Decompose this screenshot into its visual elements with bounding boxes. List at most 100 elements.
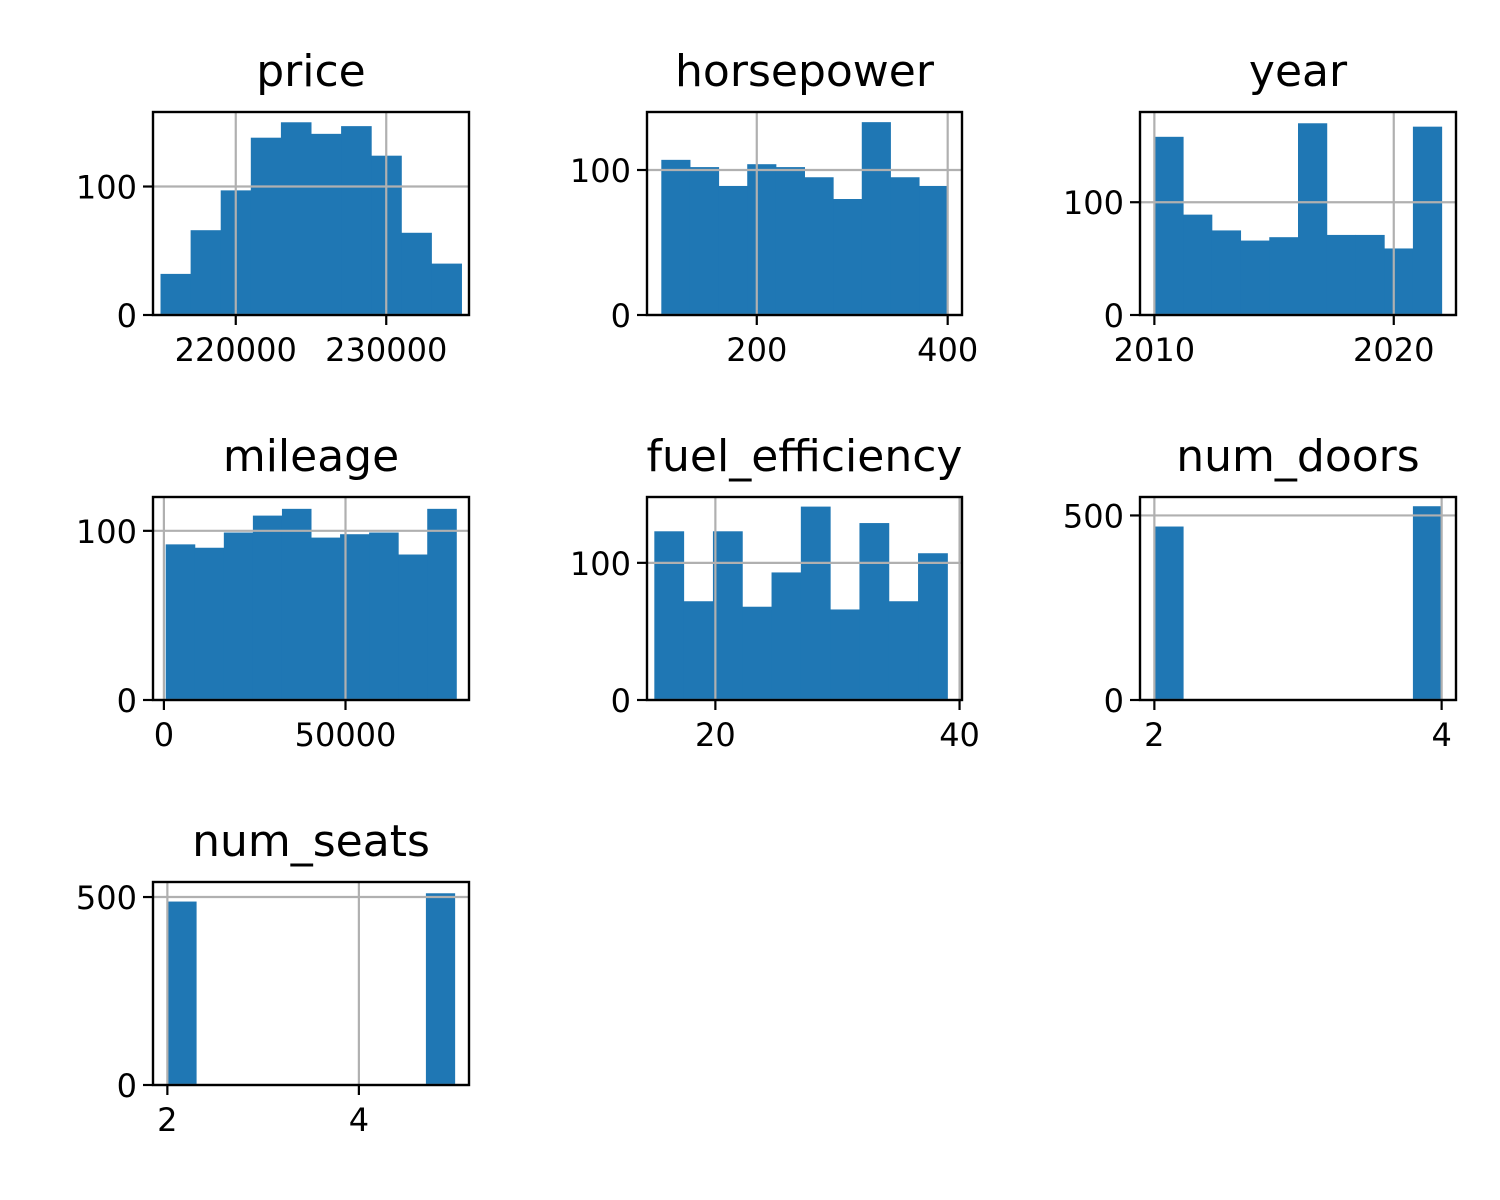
x-tick-label: 200 (726, 331, 787, 369)
y-tick-label: 100 (76, 513, 137, 551)
panel-title: year (1249, 46, 1348, 97)
histogram-bar (718, 185, 748, 315)
histogram-bar (1298, 123, 1328, 316)
histogram-bar (833, 199, 863, 315)
panel-title: mileage (223, 431, 399, 482)
histogram-bar (398, 554, 428, 700)
panel-title: num_seats (192, 816, 430, 867)
histogram-bar (747, 164, 777, 315)
y-tick-label: 100 (570, 152, 631, 190)
x-tick-label: 2 (1144, 716, 1164, 754)
histogram-bar (160, 273, 192, 315)
y-tick-label: 0 (1104, 682, 1124, 720)
axes-frame (645, 495, 964, 702)
x-tick-label: 2 (157, 1101, 177, 1139)
histogram-bar (830, 609, 860, 700)
histogram-panel-mileage: 0 50000 0 100 mileage (76, 431, 471, 754)
histogram-bar (1412, 506, 1443, 700)
y-tick-label: 500 (1063, 497, 1124, 535)
y-tick-label: 0 (611, 682, 631, 720)
histogram-bar (888, 601, 919, 700)
y-tick-label: 500 (76, 879, 137, 917)
x-tick-label: 400 (917, 331, 978, 369)
histogram-bar (890, 177, 920, 315)
panel-title: num_doors (1176, 431, 1419, 482)
x-tick-label: 220000 (175, 331, 297, 369)
x-tick-label: 40 (939, 716, 980, 754)
histogram-bar (252, 515, 283, 700)
y-tick-label: 0 (1104, 297, 1124, 335)
histogram-panel-num-seats: 2 4 0 500 num_seats (76, 816, 471, 1139)
y-tick-label: 0 (117, 1067, 137, 1105)
histogram-panel-year: 2010 2020 0 100 year (1063, 46, 1458, 369)
histogram-bar (804, 177, 834, 315)
histogram-bar (311, 133, 342, 315)
histogram-bar (712, 531, 743, 700)
histogram-bar (771, 572, 802, 700)
histogram-bar (742, 606, 773, 700)
histogram-bar (190, 230, 222, 315)
histogram-bar (250, 137, 282, 315)
histogram-bar (1154, 136, 1184, 315)
histogram-panel-horsepower: 200 400 0 100 horsepower (570, 46, 978, 369)
histogram-bar (1240, 240, 1270, 315)
panel-title: fuel_efficiency (647, 431, 963, 482)
x-tick-label: 0 (154, 716, 174, 754)
axes-frame (1138, 110, 1458, 317)
histogram-panel-price: 220000 230000 0 100 price (76, 46, 471, 369)
histogram-bar (431, 263, 462, 315)
histogram-bar (401, 232, 432, 315)
panel-title: price (256, 46, 366, 97)
histogram-bar (1412, 126, 1443, 316)
y-tick-label: 100 (76, 169, 137, 207)
histogram-bar (167, 901, 197, 1085)
histogram-bar (427, 508, 457, 700)
histogram-bar (425, 893, 456, 1085)
histogram-bar (369, 532, 399, 700)
x-tick-label: 2010 (1114, 331, 1195, 369)
axes-frame (1138, 495, 1458, 702)
x-tick-label: 2020 (1353, 331, 1434, 369)
histogram-bar (341, 126, 372, 316)
histogram-bar (1211, 230, 1242, 315)
histogram-bar (689, 167, 720, 315)
x-tick-label: 50000 (295, 716, 397, 754)
histogram-bar (859, 523, 890, 700)
y-tick-label: 0 (611, 297, 631, 335)
histogram-bar (223, 532, 254, 700)
y-tick-label: 100 (1063, 184, 1124, 222)
y-tick-label: 100 (570, 545, 631, 583)
histogram-bar (918, 553, 948, 700)
histogram-bar (1384, 248, 1414, 315)
histogram-bar (1269, 237, 1299, 315)
axes-frame (645, 110, 964, 317)
histogram-bar (165, 544, 196, 700)
histogram-bar (281, 508, 312, 700)
histogram-bar (683, 601, 714, 700)
y-tick-label: 0 (117, 297, 137, 335)
y-tick-label: 0 (117, 682, 137, 720)
histogram-bar (1355, 234, 1385, 315)
histogram-bar (861, 122, 891, 316)
histogram-panel-fuel-efficiency: 20 40 0 100 fuel_efficiency (570, 431, 980, 754)
histogram-bar (654, 531, 685, 700)
x-tick-label: 20 (695, 716, 736, 754)
histogram-bar (775, 167, 805, 315)
axes-frame (151, 495, 471, 702)
axes-frame (151, 880, 471, 1087)
x-tick-label: 4 (1431, 716, 1451, 754)
histogram-bar (919, 185, 949, 315)
histogram-bar (280, 122, 312, 316)
axes-frame (151, 110, 471, 317)
panel-title: horsepower (675, 46, 935, 97)
histogram-bar (1183, 214, 1213, 315)
histogram-bar (800, 506, 831, 700)
histogram-bar (194, 547, 225, 700)
histogram-bar (1326, 234, 1356, 315)
histogram-panel-num-doors: 2 4 0 500 num_doors (1063, 431, 1458, 754)
x-tick-label: 4 (349, 1101, 369, 1139)
histogram-bar (311, 537, 341, 700)
x-tick-label: 230000 (325, 331, 447, 369)
histogram-bar (661, 159, 691, 315)
